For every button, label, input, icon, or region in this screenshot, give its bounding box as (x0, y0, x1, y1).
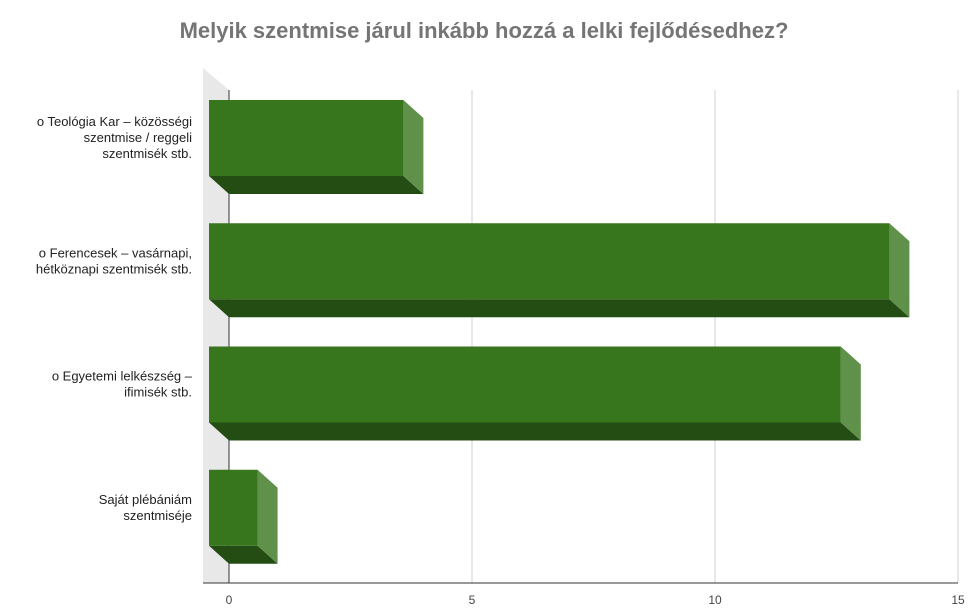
bar-side (889, 223, 910, 318)
bar-front (209, 223, 890, 300)
bar-side (840, 346, 861, 441)
bar (209, 469, 278, 564)
bar-bottom (209, 545, 278, 564)
bar-front (209, 469, 258, 546)
bar (209, 223, 910, 318)
bar-front (209, 100, 404, 176)
bar-side (403, 100, 424, 194)
x-tick-label: 0 (226, 593, 233, 607)
bar-bottom (209, 176, 424, 194)
x-tick-label: 5 (469, 593, 476, 607)
y-tick-label: Saját plébániám szentmiséje (99, 492, 192, 523)
chart-title: Melyik szentmise járul inkább hozzá a le… (180, 18, 789, 43)
x-tick-label: 10 (708, 593, 722, 607)
bar-bottom (209, 422, 861, 441)
bar (209, 100, 424, 194)
bar-side (257, 469, 278, 564)
y-tick-label: o Ferencesek – vasárnapi, hétköznapi szen… (36, 245, 192, 276)
bar-front (209, 346, 841, 423)
side-wall (203, 68, 229, 583)
y-tick-label: o Egyetemi lelkészség – ifimisék stb. (52, 369, 193, 400)
bar (209, 346, 861, 441)
bar-bottom (209, 299, 910, 318)
y-tick-label: o Teológia Kar – közösségi szentmise / re… (37, 114, 192, 161)
x-tick-label: 15 (951, 593, 965, 607)
